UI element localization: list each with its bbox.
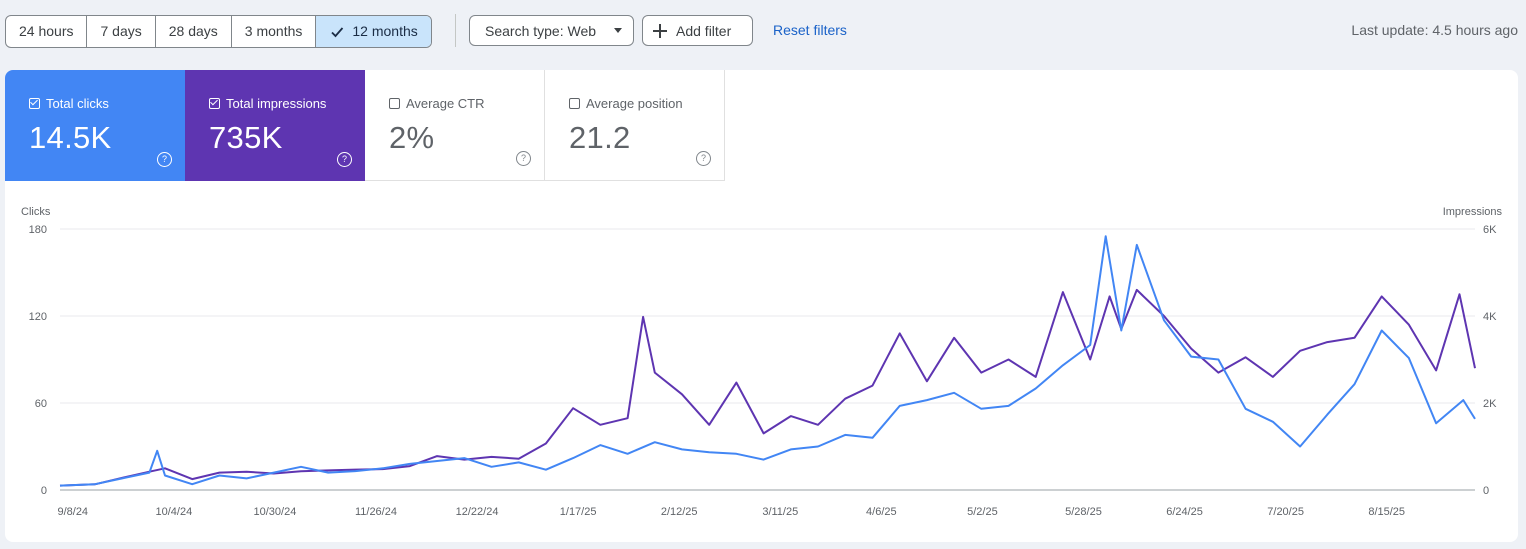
x-tick-label: 12/22/24 (456, 506, 499, 518)
x-axis-ticks: 9/8/24 10/4/24 10/30/24 11/26/24 12/22/24 1/1… (57, 506, 1405, 518)
metric-value: 735K (209, 120, 283, 155)
x-tick-label: 5/2/25 (967, 506, 998, 518)
range-label: 7 days (100, 23, 142, 39)
x-tick-label: 8/15/25 (1368, 506, 1405, 518)
right-tick-label: 4K (1483, 311, 1497, 323)
checkbox-checked-icon[interactable] (209, 98, 220, 109)
range-label: 12 months (352, 23, 418, 39)
x-tick-label: 3/11/25 (762, 506, 798, 518)
x-tick-label: 1/17/25 (560, 506, 597, 518)
metric-label: Total clicks (46, 96, 109, 111)
metric-value: 14.5K (29, 120, 112, 155)
x-tick-label: 5/28/25 (1065, 506, 1102, 518)
x-tick-label: 2/12/25 (661, 506, 698, 518)
range-label: 28 days (168, 23, 218, 39)
range-label: 3 months (244, 23, 303, 39)
performance-chart: Clicks Impressions 180 120 60 0 6K 4K 2K 0 9/8… (5, 195, 1518, 542)
range-24-hours[interactable]: 24 hours (6, 16, 88, 47)
search-type-dropdown[interactable]: Search type: Web (469, 15, 634, 46)
metric-label: Total impressions (226, 96, 327, 111)
checkbox-checked-icon[interactable] (29, 98, 40, 109)
metric-label: Average CTR (406, 96, 485, 111)
right-tick-label: 0 (1483, 485, 1489, 497)
x-tick-label: 4/6/25 (866, 506, 897, 518)
range-3-months[interactable]: 3 months (232, 16, 317, 47)
reset-filters-link[interactable]: Reset filters (773, 22, 847, 38)
date-range-selector: 24 hours 7 days 28 days 3 months 12 mont… (5, 15, 432, 48)
impressions-line (59, 288, 1476, 487)
x-tick-label: 11/26/24 (355, 506, 397, 518)
metric-value: 21.2 (569, 120, 631, 155)
help-icon[interactable]: ? (337, 152, 352, 167)
x-tick-label: 9/8/24 (57, 506, 88, 518)
range-12-months[interactable]: 12 months (316, 16, 431, 47)
range-28-days[interactable]: 28 days (156, 16, 232, 47)
x-tick-label: 10/4/24 (155, 506, 192, 518)
metric-average-position[interactable]: Average position 21.2 ? (545, 70, 725, 181)
chart-svg: Clicks Impressions 180 120 60 0 6K 4K 2K 0 9/8… (21, 206, 1503, 518)
performance-card: Total clicks 14.5K ? Total impressions 7… (5, 70, 1518, 542)
add-filter-button[interactable]: Add filter (642, 15, 753, 46)
gridlines (60, 228, 1475, 491)
right-tick-label: 2K (1483, 398, 1497, 410)
metric-total-impressions[interactable]: Total impressions 735K ? (185, 70, 365, 181)
dropdown-caret-icon (614, 28, 622, 33)
x-tick-label: 6/24/25 (1166, 506, 1203, 518)
left-axis-ticks: 180 120 60 0 (29, 224, 47, 497)
help-icon[interactable]: ? (516, 151, 531, 166)
range-label: 24 hours (19, 23, 74, 39)
x-tick-label: 10/30/24 (254, 506, 297, 518)
left-tick-label: 60 (35, 398, 47, 410)
left-tick-label: 0 (41, 485, 47, 497)
range-7-days[interactable]: 7 days (87, 16, 156, 47)
checkbox-unchecked-icon[interactable] (389, 98, 400, 109)
clicks-line (59, 235, 1476, 487)
left-tick-label: 180 (29, 224, 47, 236)
help-icon[interactable]: ? (696, 151, 711, 166)
right-tick-label: 6K (1483, 224, 1497, 236)
help-icon[interactable]: ? (157, 152, 172, 167)
right-axis-ticks: 6K 4K 2K 0 (1483, 224, 1497, 497)
metric-average-ctr[interactable]: Average CTR 2% ? (365, 70, 545, 181)
x-tick-label: 7/20/25 (1267, 506, 1304, 518)
search-type-label: Search type: Web (485, 22, 597, 39)
last-update-text: Last update: 4.5 hours ago (1351, 22, 1518, 38)
add-filter-label: Add filter (676, 22, 732, 39)
filter-toolbar: 24 hours 7 days 28 days 3 months 12 mont… (0, 0, 1526, 62)
plus-icon (653, 23, 667, 38)
metric-value: 2% (389, 120, 435, 155)
metric-label: Average position (586, 96, 683, 111)
series-lines (59, 235, 1476, 487)
metric-total-clicks[interactable]: Total clicks 14.5K ? (5, 70, 185, 181)
right-axis-title: Impressions (1443, 206, 1503, 218)
toolbar-divider (455, 14, 456, 47)
left-tick-label: 120 (29, 311, 47, 323)
checkbox-unchecked-icon[interactable] (569, 98, 580, 109)
left-axis-title: Clicks (21, 206, 51, 218)
checkmark-icon (331, 26, 344, 37)
